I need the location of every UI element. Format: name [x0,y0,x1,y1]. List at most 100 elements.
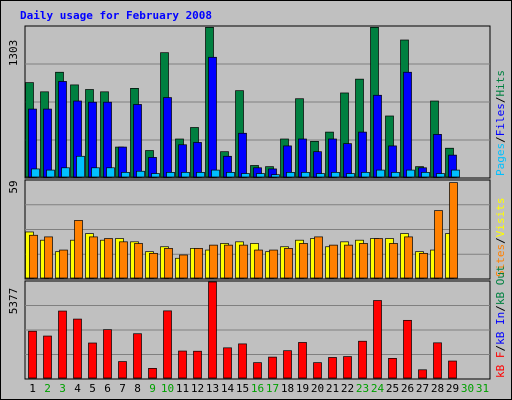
kbf-bar [28,330,37,379]
x-tick-label: 15 [236,382,249,395]
x-tick-label: 1 [29,382,36,395]
sites-bar [389,243,398,279]
files-bar [403,71,412,178]
sites-bar [434,210,443,279]
files-bar [58,81,67,178]
x-tick-label: 12 [191,382,204,395]
pages-bar [331,172,340,178]
x-tick-label: 24 [371,382,385,395]
sites-bar [359,243,368,279]
kbf-bar [373,300,382,379]
legend-pages: Pages [494,143,507,176]
kbf-bar [418,369,427,379]
bottom-ymax-label: 5377 [7,288,20,315]
pages-bar [241,173,250,178]
x-tick-label: 8 [134,382,141,395]
sites-bar [374,238,383,279]
pages-bar [196,172,205,178]
kbf-bar [328,357,337,379]
mid-legend: Sites/Visits [494,198,507,278]
legend-files: Files [494,103,507,136]
x-tick-label: 21 [326,382,339,395]
files-bar [28,108,37,178]
kbf-bar [133,333,142,379]
kbf-bar [358,340,367,379]
kbf-bar [268,356,277,379]
pages-bar [316,173,325,178]
mid-ymax-label: 59 [7,180,20,193]
kbf-bar [403,319,412,379]
files-bar [358,131,367,178]
kbf-bar [118,361,127,379]
pages-bar [286,172,295,178]
pages-bar [61,167,70,178]
legend-visits: Visits [494,198,507,238]
kbf-bar [253,362,262,379]
top-ymax-label: 1303 [7,40,20,67]
x-tick-label: 31 [476,382,489,395]
legend-kbin: kB In [494,312,507,345]
sites-bar [44,236,53,279]
legend-sep: / [494,305,507,312]
pages-bar [271,174,280,178]
x-tick-label: 3 [59,382,66,395]
pages-bar [46,169,55,178]
sites-bar [419,252,428,279]
kbf-bar [283,350,292,379]
pages-bar [76,155,85,178]
kbf-bar [88,342,97,379]
files-bar [298,138,307,178]
x-tick-label: 30 [461,382,474,395]
files-bar [88,101,97,178]
x-tick-label: 11 [176,382,189,395]
x-tick-label: 14 [221,382,235,395]
kbf-bar [103,329,112,379]
sites-bar [329,244,338,279]
sites-bar [74,220,83,279]
pages-bar [91,167,100,178]
x-tick-label: 16 [251,382,264,395]
sites-bar [299,243,308,279]
pages-bar [211,169,220,178]
sites-bar [254,249,263,279]
legend-sites: Sites [494,244,507,277]
pages-bar [391,172,400,178]
kbf-bar [163,310,172,379]
files-bar [373,94,382,178]
x-tick-label: 28 [431,382,444,395]
files-bar [328,138,337,178]
pages-bar [421,172,430,178]
legend-kbout: kB Out [494,265,507,305]
pages-bar [226,172,235,178]
files-bar [433,134,442,178]
files-bar [193,142,202,178]
legend-sep: / [494,136,507,143]
pages-bar [106,167,115,178]
x-tick-label: 5 [89,382,96,395]
files-bar [103,101,112,178]
files-bar [133,104,142,178]
legend-sep: / [494,97,507,104]
sites-bar [449,182,458,279]
pages-bar [376,169,385,178]
x-tick-label: 7 [119,382,126,395]
x-tick-label: 10 [161,382,174,395]
sites-bar [179,254,188,279]
files-bar [163,97,172,178]
x-tick-label: 22 [341,382,354,395]
pages-bar [361,172,370,178]
sites-bar [29,234,38,279]
pages-bar [346,173,355,178]
sites-bar [164,248,173,279]
pages-bar [121,172,130,178]
x-tick-label: 4 [74,382,81,395]
sites-bar [209,244,218,279]
x-tick-label: 18 [281,382,294,395]
pages-bar [451,169,460,178]
kbf-bar [448,360,457,379]
x-axis-ticks: 1 2 3 4 5 6 7 8 9 10 11 12 13 14 15 16 17 18 19 20 21 22 23 24 2… [29,382,489,395]
kbf-bar [223,347,232,379]
pages-bar [436,173,445,178]
kbf-bar [43,335,52,379]
